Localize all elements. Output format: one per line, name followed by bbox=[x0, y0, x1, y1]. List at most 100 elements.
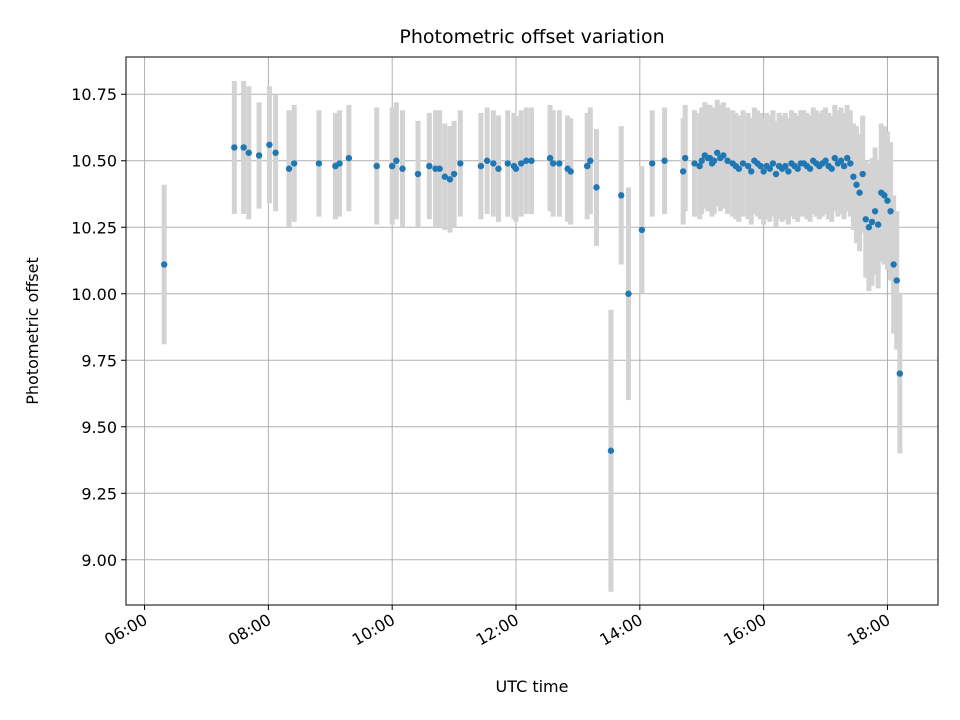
data-point bbox=[856, 189, 863, 196]
x-axis-label: UTC time bbox=[496, 677, 569, 696]
data-point bbox=[345, 154, 353, 162]
data-point bbox=[399, 165, 406, 172]
y-tick-label: 10.75 bbox=[71, 85, 117, 104]
data-point bbox=[735, 165, 743, 172]
data-point bbox=[483, 157, 491, 164]
data-point bbox=[696, 162, 703, 170]
data-point bbox=[890, 261, 897, 268]
data-point bbox=[495, 165, 502, 172]
data-point bbox=[782, 162, 789, 170]
data-point bbox=[450, 170, 458, 178]
data-point bbox=[549, 160, 557, 167]
data-point bbox=[245, 149, 252, 156]
data-point bbox=[887, 208, 894, 215]
data-point bbox=[587, 157, 594, 164]
plot-frame bbox=[125, 56, 939, 606]
data-point bbox=[760, 168, 767, 175]
data-point bbox=[583, 162, 591, 170]
data-point bbox=[388, 162, 396, 170]
data-point bbox=[285, 165, 293, 172]
data-point bbox=[710, 157, 718, 164]
data-point bbox=[862, 216, 869, 223]
y-tick-label: 9.50 bbox=[81, 418, 117, 437]
data-point bbox=[393, 157, 400, 164]
data-point bbox=[240, 144, 247, 151]
data-point bbox=[649, 160, 656, 167]
data-point bbox=[840, 162, 848, 170]
data-point bbox=[436, 165, 443, 172]
data-point bbox=[607, 447, 615, 454]
data-point bbox=[512, 165, 520, 172]
data-point bbox=[682, 154, 689, 162]
data-point bbox=[896, 370, 904, 377]
data-point bbox=[720, 152, 727, 159]
data-point bbox=[556, 160, 563, 167]
data-point bbox=[739, 160, 747, 167]
data-point bbox=[828, 165, 835, 172]
data-point bbox=[638, 226, 646, 234]
data-point bbox=[874, 221, 882, 228]
data-point bbox=[831, 154, 839, 162]
data-point bbox=[528, 157, 535, 164]
data-point bbox=[446, 176, 454, 183]
data-point bbox=[794, 165, 801, 172]
data-point bbox=[426, 162, 433, 170]
data-point bbox=[625, 290, 632, 297]
data-point bbox=[457, 160, 464, 167]
data-point bbox=[859, 170, 866, 178]
data-point bbox=[593, 184, 600, 191]
y-tick-label: 9.25 bbox=[81, 484, 117, 503]
y-tick-label: 10.25 bbox=[71, 218, 117, 237]
data-point bbox=[231, 144, 238, 151]
data-point bbox=[160, 261, 168, 268]
data-point bbox=[865, 224, 873, 231]
data-point bbox=[490, 160, 497, 167]
data-points bbox=[160, 141, 904, 454]
data-point bbox=[748, 168, 755, 175]
data-point bbox=[373, 162, 380, 170]
data-point bbox=[744, 162, 752, 170]
y-tick-label: 9.00 bbox=[81, 551, 117, 570]
data-point bbox=[698, 157, 705, 164]
data-point bbox=[661, 157, 668, 164]
data-point bbox=[414, 170, 422, 178]
data-point bbox=[724, 157, 731, 164]
data-point bbox=[847, 160, 854, 167]
data-point bbox=[772, 170, 780, 178]
data-point bbox=[290, 160, 298, 167]
data-point bbox=[853, 181, 860, 188]
y-axis: 9.00 9.25 9.50 9.75 10.00 10.25 10.50 10.75 bbox=[71, 85, 126, 570]
data-point bbox=[546, 154, 554, 162]
data-point bbox=[850, 173, 857, 180]
data-point bbox=[441, 173, 449, 180]
y-axis-label: Photometric offset bbox=[23, 257, 42, 405]
chart-title: Photometric offset variation bbox=[399, 26, 664, 48]
data-point bbox=[315, 160, 323, 167]
data-point bbox=[477, 162, 485, 170]
data-point bbox=[822, 157, 829, 164]
data-point bbox=[881, 192, 888, 199]
data-point bbox=[837, 157, 845, 164]
data-point bbox=[567, 168, 574, 175]
data-point bbox=[618, 192, 625, 199]
data-point bbox=[893, 277, 900, 284]
y-tick-label: 9.75 bbox=[81, 351, 117, 370]
data-point bbox=[871, 208, 879, 215]
y-tick-label: 10.00 bbox=[71, 285, 117, 304]
data-point bbox=[266, 141, 273, 148]
data-point bbox=[785, 168, 792, 175]
data-point bbox=[757, 162, 764, 170]
data-point bbox=[517, 160, 525, 167]
data-point bbox=[806, 165, 814, 172]
data-point bbox=[504, 160, 511, 167]
data-point bbox=[766, 165, 774, 172]
data-point bbox=[255, 152, 263, 159]
data-point bbox=[691, 160, 698, 167]
data-point bbox=[714, 149, 721, 156]
data-point bbox=[844, 154, 851, 162]
data-point bbox=[523, 157, 530, 164]
data-point bbox=[679, 168, 687, 175]
data-point bbox=[868, 218, 876, 226]
data-point bbox=[769, 160, 777, 167]
